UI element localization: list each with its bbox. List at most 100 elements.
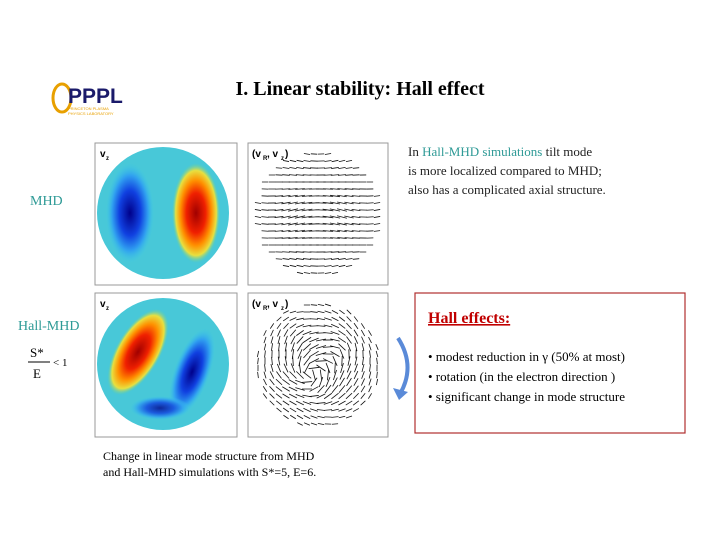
vector-arrow	[289, 167, 297, 169]
vector-arrow	[275, 167, 283, 169]
vector-arrow	[337, 337, 347, 343]
vector-arrow	[360, 385, 366, 393]
vector-arrow	[322, 230, 334, 232]
vector-arrow	[354, 363, 358, 373]
vector-arrow	[296, 167, 304, 169]
vector-arrow	[254, 202, 262, 204]
vector-arrow	[288, 251, 298, 253]
rotation-arrow	[396, 336, 410, 395]
vector-arrow	[294, 229, 306, 233]
bullet: • rotation (in the electron direction )	[428, 369, 615, 384]
vector-arrow	[360, 378, 366, 386]
panel-label: R	[263, 306, 268, 312]
vector-arrow	[277, 356, 281, 366]
vector-arrow	[254, 216, 262, 218]
vector-arrow	[324, 167, 332, 169]
vector-arrow	[323, 401, 333, 405]
vector-arrow	[302, 343, 312, 351]
vector-arrow	[289, 310, 297, 314]
vector-arrow	[361, 363, 365, 373]
panel-label: , v	[267, 299, 279, 310]
vector-arrow	[375, 350, 379, 358]
vector-arrow	[322, 358, 334, 364]
vector-arrow	[360, 329, 366, 337]
vector-arrow	[289, 264, 297, 268]
vector-arrow	[330, 174, 340, 176]
vector-arrow	[282, 386, 290, 392]
vector-arrow	[344, 194, 354, 198]
vector-arrow	[329, 194, 341, 198]
vector-arrow	[329, 215, 341, 219]
vector-arrow	[271, 343, 273, 351]
vector-arrow	[323, 409, 333, 411]
vector-arrow	[327, 369, 329, 381]
vector-arrow	[344, 215, 354, 219]
vector-arrow	[323, 392, 333, 400]
vector-arrow	[361, 371, 365, 379]
vector-arrow	[292, 355, 294, 367]
vector-arrow	[338, 258, 346, 260]
vector-arrow	[254, 223, 262, 225]
vector-arrow	[361, 336, 365, 344]
vector-arrow	[317, 384, 325, 394]
vector-arrow	[373, 230, 381, 232]
vector-arrow	[331, 271, 339, 275]
vector-arrow	[296, 258, 304, 260]
vector-arrow	[346, 309, 352, 315]
vector-arrow	[301, 215, 313, 219]
vector-arrow	[295, 174, 305, 176]
vector-arrow	[336, 208, 348, 212]
vector-arrow	[339, 309, 345, 315]
vector-arrow	[309, 395, 319, 397]
vector-arrow	[325, 362, 331, 374]
vector-arrow	[263, 336, 267, 344]
vector-arrow	[324, 272, 332, 274]
vector-arrow	[373, 195, 381, 197]
vector-arrow	[303, 415, 311, 419]
vector-arrow	[324, 153, 332, 155]
vector-arrow	[369, 364, 371, 372]
vector-arrow	[269, 386, 275, 392]
vector-arrow	[316, 325, 326, 327]
vector-arrow	[345, 392, 353, 400]
vector-arrow	[338, 400, 346, 406]
panel-frame	[94, 292, 238, 438]
vector-arrow	[322, 201, 334, 205]
vector-arrow	[331, 384, 339, 394]
vector-arrow	[338, 316, 346, 322]
vector-arrow	[295, 188, 305, 190]
vector-arrow	[318, 376, 324, 388]
vector-arrow	[263, 343, 267, 351]
vector-arrow	[368, 343, 372, 351]
panel-label: v	[100, 149, 106, 160]
vector-arrow	[281, 215, 291, 219]
vector-arrow	[270, 336, 274, 344]
vector-arrow	[337, 188, 347, 190]
caption: and Hall-MHD simulations with S*=5, E=6.	[103, 465, 316, 479]
vector-arrow	[337, 201, 347, 205]
vector-arrow	[275, 400, 283, 406]
vector-arrow	[301, 222, 313, 226]
vector-arrow	[295, 324, 305, 328]
vector-arrow	[309, 350, 319, 358]
vector-arrow	[282, 160, 290, 162]
vector-arrow	[319, 369, 323, 381]
vector-arrow	[302, 330, 312, 336]
vector-arrow	[284, 356, 288, 366]
vector-arrow	[353, 322, 359, 330]
vector-arrow	[346, 316, 352, 322]
vector-arrow	[351, 230, 361, 232]
vector-arrow	[317, 415, 325, 419]
caption: Change in linear mode structure from MHD	[103, 449, 315, 463]
vector-arrow	[338, 408, 346, 412]
vector-arrow	[309, 386, 319, 392]
vector-arrow	[316, 409, 326, 411]
description-line: In Hall-MHD simulations tilt mode	[408, 144, 592, 159]
vector-arrow	[301, 381, 313, 383]
vector-arrow	[269, 371, 275, 379]
vector-arrow	[288, 222, 298, 226]
vector-arrow	[282, 251, 290, 253]
vector-arrow	[368, 336, 372, 344]
vector-arrow	[303, 349, 311, 359]
vector-arrow	[323, 258, 333, 260]
